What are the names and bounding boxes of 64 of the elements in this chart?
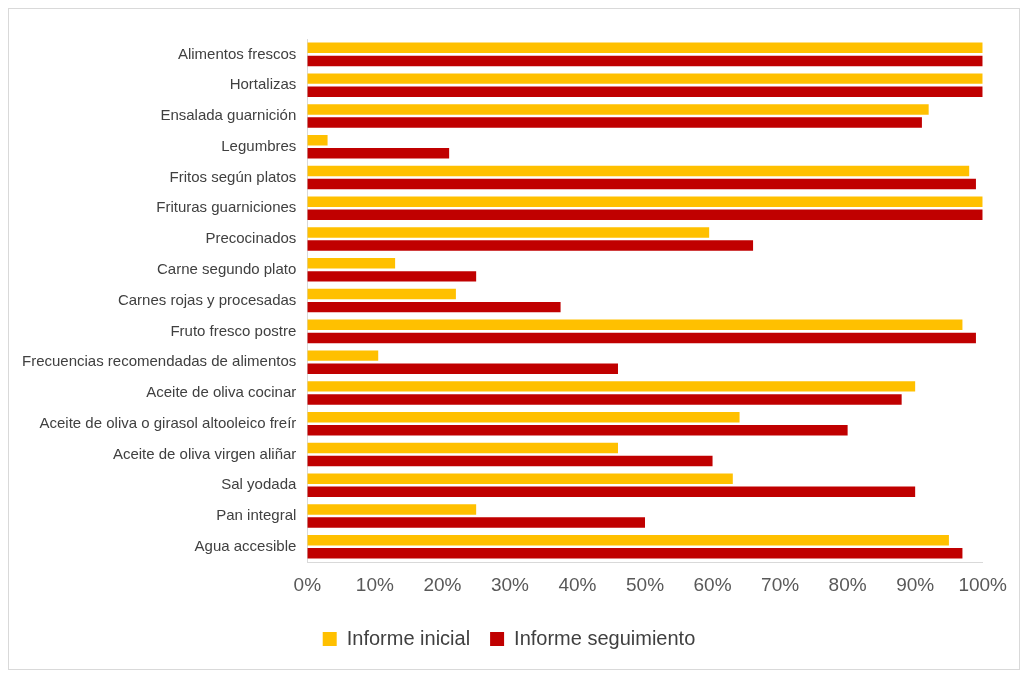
bar [307,517,646,528]
y-tick-label: Aceite de oliva o girasol altooleico freír [39,413,297,431]
bar [307,288,456,300]
y-tick-label: Carnes rojas y procesadas [117,290,297,308]
bar [307,548,963,559]
x-tick-label: 60% [693,573,732,595]
bar [307,271,477,282]
y-tick-label: Frituras guarniciones [156,198,297,216]
y-tick-label: Hortalizas [229,75,297,93]
x-tick-label: 0% [293,573,322,595]
bar [307,227,710,238]
bar [307,117,922,128]
x-tick-label: 100% [958,573,1008,595]
bar [307,535,949,546]
bar [307,55,983,67]
bar [307,350,379,361]
bar [307,411,740,423]
y-tick-label: Fruto fresco postre [170,321,297,339]
bar [307,442,618,454]
y-tick-label: Ensalada guarnición [160,106,297,124]
x-tick-label: 80% [828,573,867,595]
y-tick-label: Sal yodada [221,475,297,493]
legend-label: Informe seguimiento [514,626,696,649]
bar [307,134,328,146]
bar [307,473,733,484]
y-tick-label: Alimentos frescos [177,44,297,62]
y-tick-label: Precocinados [205,229,297,247]
x-tick-label: 40% [558,573,597,595]
bar [307,258,396,269]
bar [307,73,983,84]
x-tick-label: 30% [490,573,530,595]
bar [307,209,983,221]
x-tick-label: 70% [761,573,800,595]
bar [307,240,754,251]
bar [307,178,976,190]
x-tick-label: 20% [423,573,462,595]
x-tick-label: 90% [896,573,935,595]
bar [307,332,976,344]
bar [307,381,916,392]
bar [307,104,929,115]
x-tick-label: 50% [625,573,665,595]
bar [307,504,477,515]
bar [307,455,713,467]
y-tick-label: Aceite de oliva cocinar [146,383,297,401]
x-tick-label: 10% [355,573,394,595]
bar [307,86,983,97]
y-tick-label: Frecuencias recomendadas de alimentos [21,352,297,370]
bar [307,148,450,159]
y-tick-label: Aceite de oliva virgen aliñar [112,444,297,462]
y-tick-label: Agua accesible [194,536,297,554]
bar [307,319,963,331]
y-tick-label: Fritos según platos [169,167,297,185]
bar [307,165,970,177]
bar [307,363,618,374]
bar [307,425,848,436]
y-tick-label: Legumbres [221,136,297,154]
legend-label: Informe inicial [346,626,471,649]
bar [307,42,983,54]
bar [307,486,916,498]
bar [307,301,561,313]
bar [307,196,983,207]
y-tick-label: Carne segundo plato [157,259,297,277]
y-tick-label: Pan integral [216,506,297,524]
bar [307,394,902,405]
